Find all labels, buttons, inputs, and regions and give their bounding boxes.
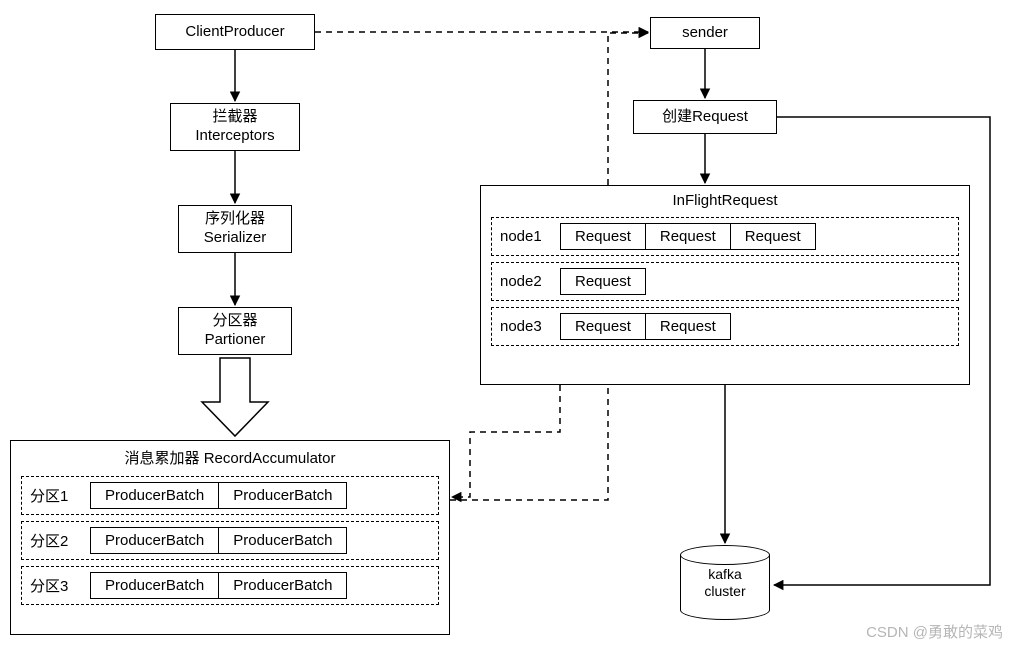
cell: ProducerBatch bbox=[219, 482, 347, 509]
cell: ProducerBatch bbox=[219, 572, 347, 599]
watermark: CSDN @勇敢的菜鸡 bbox=[866, 621, 1003, 642]
accumulator-title: 消息累加器 RecordAccumulator bbox=[11, 441, 449, 470]
accumulator-row-2: 分区3 ProducerBatch ProducerBatch bbox=[21, 566, 439, 605]
cell: Request bbox=[646, 313, 731, 340]
cell: Request bbox=[560, 313, 646, 340]
inflight-row-2: node3 Request Request bbox=[491, 307, 959, 346]
kafka-cylinder: kafka cluster bbox=[680, 545, 770, 620]
node-sender: sender bbox=[650, 17, 760, 49]
label-line1: 分区器 bbox=[212, 312, 257, 331]
inflight-box: InFlightRequest node1 Request Request Re… bbox=[480, 185, 970, 385]
cell: ProducerBatch bbox=[219, 527, 347, 554]
label-line1: 拦截器 bbox=[212, 108, 257, 127]
node-interceptors: 拦截器 Interceptors bbox=[170, 103, 300, 151]
row-label: node1 bbox=[500, 228, 550, 245]
cylinder-top bbox=[680, 545, 770, 565]
label: 创建Request bbox=[662, 108, 748, 127]
edge-inflight-accumulator bbox=[452, 385, 560, 497]
kafka-line2: cluster bbox=[704, 583, 745, 600]
cell: ProducerBatch bbox=[90, 482, 219, 509]
accumulator-box: 消息累加器 RecordAccumulator 分区1 ProducerBatc… bbox=[10, 440, 450, 635]
row-label: 分区3 bbox=[30, 575, 80, 596]
kafka-line1: kafka bbox=[708, 566, 741, 583]
accumulator-row-0: 分区1 ProducerBatch ProducerBatch bbox=[21, 476, 439, 515]
accumulator-row-1: 分区2 ProducerBatch ProducerBatch bbox=[21, 521, 439, 560]
row-label: 分区2 bbox=[30, 530, 80, 551]
row-label: 分区1 bbox=[30, 485, 80, 506]
cell: Request bbox=[646, 223, 731, 250]
node-create-request: 创建Request bbox=[633, 100, 777, 134]
row-label: node2 bbox=[500, 273, 550, 290]
label: sender bbox=[682, 24, 728, 43]
inflight-row-1: node2 Request bbox=[491, 262, 959, 301]
row-label: node3 bbox=[500, 318, 550, 335]
label: ClientProducer bbox=[185, 23, 284, 42]
inflight-title: InFlightRequest bbox=[481, 186, 969, 211]
inflight-row-0: node1 Request Request Request bbox=[491, 217, 959, 256]
cell: Request bbox=[560, 268, 646, 295]
label-line1: 序列化器 bbox=[205, 210, 265, 229]
node-partitioner: 分区器 Partioner bbox=[178, 307, 292, 355]
node-serializer: 序列化器 Serializer bbox=[178, 205, 292, 253]
cell: Request bbox=[560, 223, 646, 250]
cell: ProducerBatch bbox=[90, 527, 219, 554]
block-arrow bbox=[202, 358, 268, 436]
cylinder-bottom bbox=[680, 600, 770, 620]
label-line2: Partioner bbox=[205, 331, 266, 350]
node-client-producer: ClientProducer bbox=[155, 14, 315, 50]
cell: Request bbox=[731, 223, 816, 250]
cell: ProducerBatch bbox=[90, 572, 219, 599]
label-line2: Serializer bbox=[204, 229, 267, 248]
label-line2: Interceptors bbox=[195, 127, 274, 146]
